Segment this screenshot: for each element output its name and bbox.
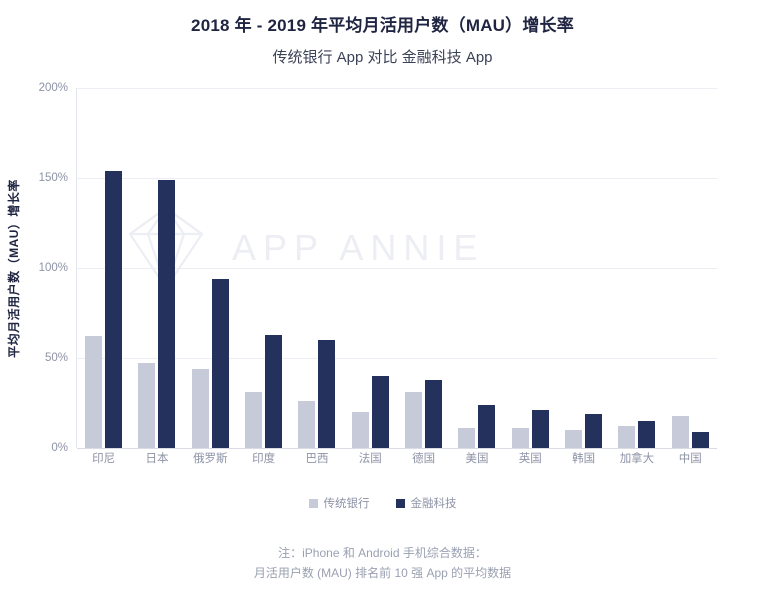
bar — [191, 368, 209, 448]
bar-group — [664, 88, 717, 448]
gridline — [77, 268, 717, 269]
bar — [211, 278, 229, 448]
y-axis-title-label: 平均月活用户数（MAU）增长率 — [6, 178, 21, 358]
y-axis-tick-label: 50% — [44, 352, 68, 364]
legend-item[interactable]: 金融科技 — [395, 495, 457, 511]
bar — [298, 401, 316, 448]
y-axis-tick-label: 0% — [51, 442, 68, 454]
chart-subtitle: 传统银行 App 对比 金融科技 App — [272, 49, 493, 66]
bar-group — [557, 88, 610, 448]
y-axis-tick-label: 150% — [38, 172, 68, 184]
chart-legend: 传统银行 金融科技 — [0, 495, 765, 511]
bar — [105, 170, 123, 448]
x-axis-tick-label: 法国 — [358, 453, 382, 465]
plot-area: 平均月活用户数（MAU）增长率 200% 150% 100% 50% 0% APP AN… — [0, 82, 765, 473]
bar-group — [397, 88, 450, 448]
legend-swatch-icon — [395, 498, 405, 508]
bar — [158, 179, 176, 448]
y-axis-tick-label: 200% — [38, 82, 68, 94]
bar — [531, 410, 549, 448]
bar-group — [130, 88, 183, 448]
footnote-line-2: 月活用户数 (MAU) 排名前 10 强 App 的平均数据 — [253, 566, 512, 580]
y-axis-title: 平均月活用户数（MAU）增长率 — [2, 88, 24, 448]
x-axis-tick-label: 印尼 — [92, 453, 116, 465]
x-axis-tick-label: 加拿大 — [619, 453, 655, 465]
legend-label: 传统银行 — [323, 498, 370, 510]
bar — [691, 431, 709, 448]
bar — [618, 426, 636, 448]
chart-header: 2018 年 - 2019 年平均月活用户数（MAU）增长率 传统银行 App … — [0, 0, 765, 69]
bar — [565, 430, 583, 448]
bar — [138, 363, 156, 448]
bar — [671, 415, 689, 448]
x-axis-tick-label: 英国 — [518, 453, 542, 465]
chart-footnote: 注：iPhone 和 Android 手机综合数据： 月活用户数 (MAU) 排… — [0, 543, 765, 583]
gridline — [77, 448, 717, 449]
page-title: 2018 年 - 2019 年平均月活用户数（MAU）增长率 — [191, 16, 574, 35]
y-axis-tick-label: 100% — [38, 262, 68, 274]
bar — [85, 336, 103, 448]
x-axis-tick-label: 韩国 — [572, 453, 596, 465]
bar-group — [77, 88, 130, 448]
x-axis-tick-label: 美国 — [465, 453, 489, 465]
x-axis-tick-label: 日本 — [145, 453, 169, 465]
bar — [638, 421, 656, 448]
bar — [458, 428, 476, 448]
bar — [511, 428, 529, 448]
bar — [351, 412, 369, 448]
bar — [318, 340, 336, 448]
legend-label: 金融科技 — [410, 498, 457, 510]
gridline — [77, 178, 717, 179]
footnote-line-1: 注：iPhone 和 Android 手机综合数据： — [278, 546, 487, 560]
bar — [585, 413, 603, 448]
bar-group — [290, 88, 343, 448]
gridline — [77, 358, 717, 359]
bar-group — [344, 88, 397, 448]
x-axis-tick-label: 巴西 — [305, 453, 329, 465]
bar-group — [504, 88, 557, 448]
bar — [425, 379, 443, 448]
bar — [405, 392, 423, 448]
x-axis-tick-label: 中国 — [678, 453, 702, 465]
y-axis-ticks: 200% 150% 100% 50% 0% — [24, 82, 72, 454]
x-axis-tick-label: 印度 — [252, 453, 276, 465]
bar-group — [237, 88, 290, 448]
x-axis-labels: 印尼 日本 俄罗斯 印度 巴西 法国 德国 美国 英国 韩国 加拿大 中国 — [77, 450, 717, 466]
x-axis-tick-label: 俄罗斯 — [193, 453, 228, 465]
bar-group — [610, 88, 663, 448]
legend-swatch-icon — [308, 498, 318, 508]
gridline — [77, 88, 717, 89]
bar-group — [450, 88, 503, 448]
bar-group — [184, 88, 237, 448]
bar-groups — [77, 88, 717, 448]
gridlines — [76, 88, 717, 449]
legend-item[interactable]: 传统银行 — [308, 495, 370, 511]
x-axis-tick-label: 德国 — [412, 453, 436, 465]
bar — [478, 404, 496, 448]
bar — [265, 334, 283, 448]
bar — [245, 392, 263, 448]
bar — [371, 376, 389, 448]
